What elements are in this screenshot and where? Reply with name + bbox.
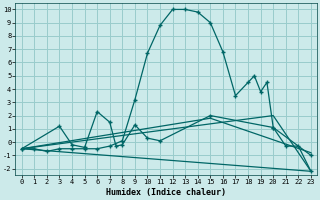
X-axis label: Humidex (Indice chaleur): Humidex (Indice chaleur) — [106, 188, 226, 197]
